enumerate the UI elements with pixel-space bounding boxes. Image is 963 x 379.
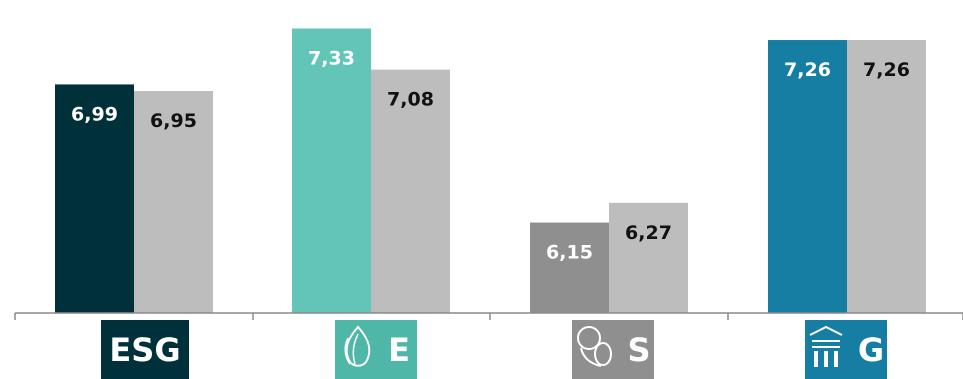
category-badge-g: G <box>805 320 887 379</box>
data-label-s-series-1: 6,15 <box>546 242 593 264</box>
badge-label: G <box>857 330 885 369</box>
data-label-g-series-2: 7,26 <box>863 59 910 81</box>
category-badge-e: E <box>335 320 417 379</box>
building-icon <box>808 323 844 377</box>
bar-e-series-1 <box>292 28 371 314</box>
data-label-g-series-1: 7,26 <box>784 59 831 81</box>
x-axis-ticks <box>14 313 963 320</box>
badge-label: E <box>388 330 410 369</box>
bar-e-series-2 <box>371 69 450 313</box>
bar-s-series-2 <box>609 202 688 313</box>
bar-esg-series-2 <box>134 91 213 313</box>
bars-group: 6,99 6,95 7,33 7,08 6,15 6,27 7,26 7,26 <box>55 28 926 314</box>
category-badge-s: S <box>572 320 654 379</box>
people-icon <box>575 324 613 376</box>
bar-chart: 6,99 6,95 7,33 7,08 6,15 6,27 7,26 7,26 <box>14 28 963 320</box>
bar-g-series-1 <box>768 40 847 314</box>
data-label-esg-series-2: 6,95 <box>150 110 197 132</box>
category-badge-esg: ESG <box>101 320 189 379</box>
bar-g-series-2 <box>847 40 926 314</box>
data-label-e-series-1: 7,33 <box>308 48 355 70</box>
badge-label: ESG <box>109 330 181 369</box>
bar-esg-series-1 <box>55 84 134 313</box>
badge-label: S <box>627 330 651 369</box>
bar-s-series-1 <box>530 222 609 313</box>
data-label-s-series-2: 6,27 <box>625 222 672 244</box>
data-label-esg-series-1: 6,99 <box>71 103 118 125</box>
leaf-icon <box>342 324 374 376</box>
data-label-e-series-2: 7,08 <box>387 89 434 111</box>
